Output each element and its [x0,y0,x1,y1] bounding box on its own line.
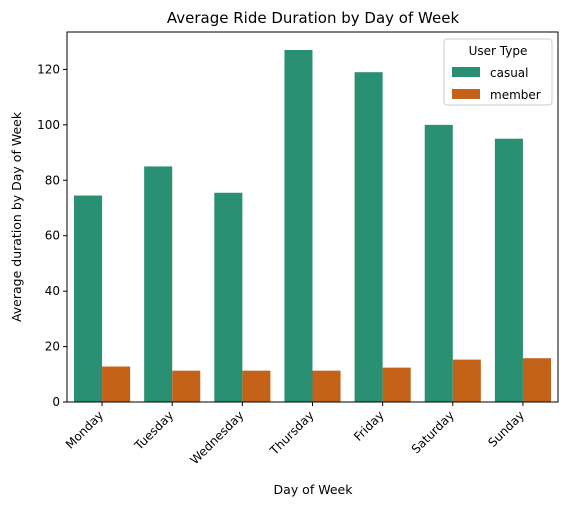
y-tick-label: 40 [45,284,60,298]
bar-member-sunday [522,358,551,402]
legend-frame [443,38,553,106]
y-tick-label: 120 [37,62,60,76]
bar-casual-tuesday [144,166,173,402]
legend-swatch-member [452,89,480,99]
plot-frame [66,31,559,403]
legend-title: User Type [469,44,528,58]
legend-label-casual: casual [490,66,529,80]
y-axis-label: Average duration by Day of Week [9,111,24,322]
bar-member-saturday [452,359,481,402]
bar-member-tuesday [172,370,201,402]
legend-label-member: member [490,88,541,102]
x-tick-label-thursday: Thursday [267,408,317,458]
y-tick-label: 60 [45,229,60,243]
bar-casual-saturday [424,124,453,403]
x-tick-label-wednesday: Wednesday [187,408,246,467]
bar-casual-monday [74,195,103,402]
y-tick-label: 20 [45,340,60,354]
x-tick-label-saturday: Saturday [409,408,457,456]
y-tick-label: 80 [45,173,60,187]
x-tick-label-tuesday: Tuesday [131,408,176,453]
bar-member-friday [382,367,411,402]
x-tick-label-monday: Monday [63,408,106,451]
bar-member-monday [102,366,131,402]
bar-casual-wednesday [214,192,243,402]
legend: User Type casual member [443,38,553,106]
bar-casual-thursday [284,50,313,402]
bar-member-thursday [312,370,341,402]
legend-swatch-casual [452,67,480,77]
chart-title: Average Ride Duration by Day of Week [167,9,460,27]
bars-group [74,50,551,403]
x-tick-label-sunday: Sunday [485,408,527,450]
x-axis-label: Day of Week [274,482,354,497]
bar-casual-friday [354,72,383,403]
y-tick-label: 0 [52,395,60,409]
bar-member-wednesday [242,370,271,402]
bar-casual-sunday [494,138,523,403]
y-axis-ticks: 0 20 40 60 80 100 120 [37,62,67,409]
x-tick-label-friday: Friday [351,408,387,444]
y-tick-label: 100 [37,118,60,132]
x-axis-ticks: Monday Tuesday Wednesday Thursday Friday Satu… [63,402,527,467]
